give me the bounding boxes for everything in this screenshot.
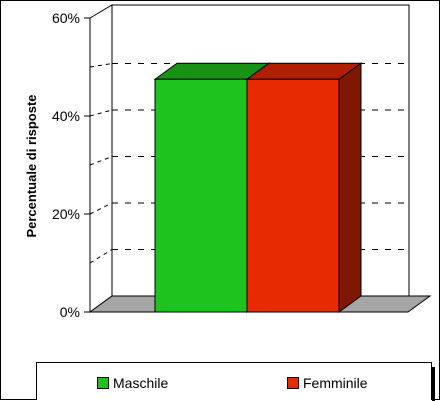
y-tick-label: 40% <box>52 108 80 124</box>
bar-side-face <box>338 62 362 313</box>
bar-femminile <box>245 62 363 313</box>
legend-shadow <box>432 367 435 401</box>
bar-front-face <box>246 78 340 313</box>
legend-label-femminile: Femminile <box>303 375 368 391</box>
bar-front-face <box>154 78 248 313</box>
side-gridline <box>89 109 113 117</box>
side-wall <box>89 4 113 313</box>
y-tick-label: 0% <box>60 304 80 320</box>
legend: Maschile Femminile <box>36 362 435 401</box>
side-gridline <box>89 63 113 68</box>
legend-label-maschile: Maschile <box>113 375 169 391</box>
y-axis-title: Percentuale di risposte <box>24 94 39 237</box>
bars <box>153 62 363 313</box>
y-axis: 0% 20% 40% 60% Percentuale di risposte <box>24 10 91 320</box>
legend-swatch-femminile <box>287 377 299 389</box>
side-gridline <box>89 156 113 166</box>
y-ticks: 0% 20% 40% 60% <box>52 10 90 320</box>
legend-item-femminile: Femminile <box>287 375 368 391</box>
y-tick-label: 20% <box>52 206 80 222</box>
legend-swatch-maschile <box>97 377 109 389</box>
legend-item-maschile: Maschile <box>97 375 168 391</box>
y-tick-label: 60% <box>52 10 80 26</box>
